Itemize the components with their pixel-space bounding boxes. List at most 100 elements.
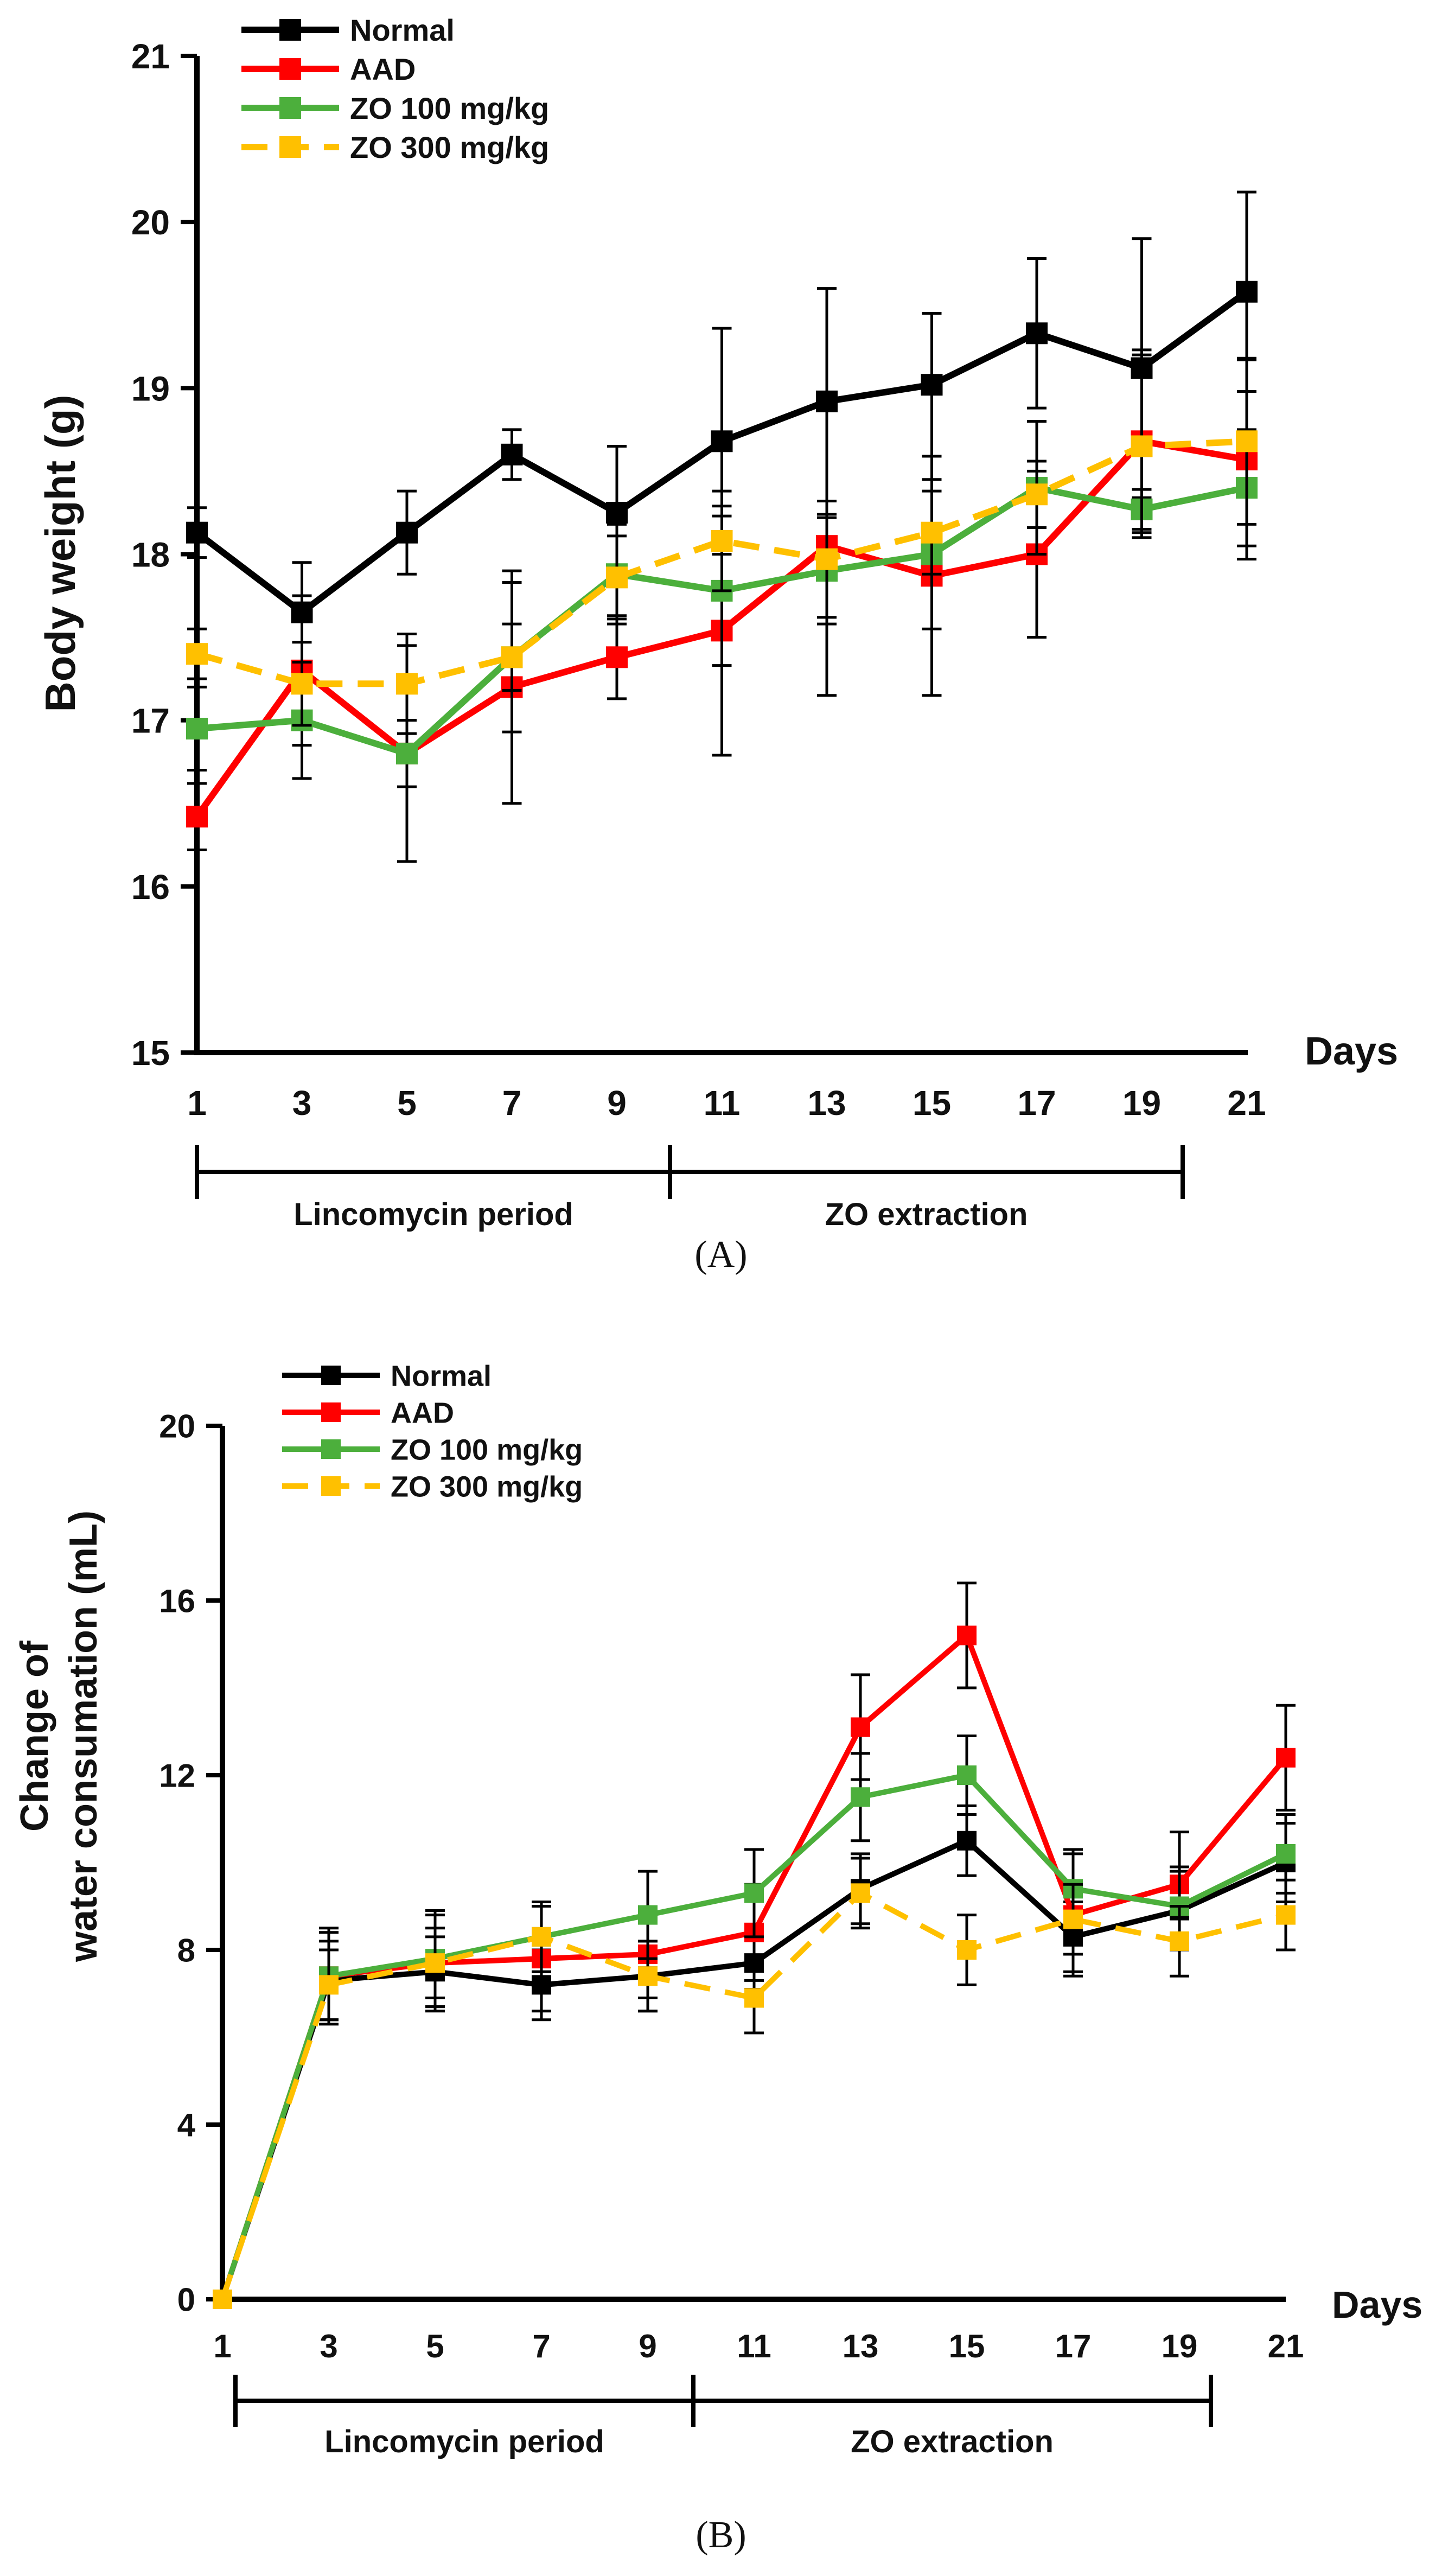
panel-b-period-label: Lincomycin period xyxy=(324,2424,604,2459)
panel-b-y-tick-label: 20 xyxy=(159,1408,195,1445)
panel-b-series-zo-300-mg-kg-point xyxy=(1276,1905,1296,1925)
panel-a-series-zo-300-mg-kg-point xyxy=(291,673,313,695)
panel-a-series-zo-300-mg-kg-point xyxy=(396,673,418,695)
panel-b-series-zo-300-mg-kg-point xyxy=(851,1883,870,1903)
panel-b-series-zo-100-mg-kg-point xyxy=(851,1787,870,1807)
panel-a-series-normal-point xyxy=(1236,280,1258,303)
panel-b-legend-zo-300-mg-kg-label: ZO 300 mg/kg xyxy=(391,1470,583,1503)
panel-a-y-tick-label: 15 xyxy=(131,1034,170,1073)
panel-a-x-tick-label: 17 xyxy=(1017,1083,1056,1123)
panel-b-series-zo-300-mg-kg-point xyxy=(638,1966,658,1986)
panel-a-series-zo-300-mg-kg-point xyxy=(816,548,838,570)
panel-b-series-zo-300-mg-kg-point xyxy=(532,1927,551,1947)
panel-b-series-zo-300-mg-kg-point xyxy=(1170,1931,1189,1951)
panel-a-series-zo-300-mg-kg-point xyxy=(1236,430,1258,452)
panel-b-series-aad-point xyxy=(1276,1748,1296,1768)
panel-b-x-tick-label: 1 xyxy=(213,2328,231,2364)
panel-b-x-tick-label: 17 xyxy=(1055,2328,1092,2364)
panel-a-legend-normal-label: Normal xyxy=(350,13,455,47)
panel-b-chart: Change of water consumation (mL) Days (B… xyxy=(13,1360,1422,2556)
panel-a-series-normal-point xyxy=(711,430,733,452)
panel-a-legend-zo-100-mg-kg-swatch-marker xyxy=(279,97,301,119)
panel-a-x-tick-label: 7 xyxy=(502,1083,522,1123)
panel-b-series-zo-300-mg-kg-point xyxy=(1063,1909,1083,1929)
panel-b-x-tick-label: 19 xyxy=(1162,2328,1198,2364)
panel-b-legend-zo-100-mg-kg-label: ZO 100 mg/kg xyxy=(391,1433,583,1466)
panel-a-series-aad-point xyxy=(606,646,628,668)
panel-a-legend-zo-300-mg-kg-label: ZO 300 mg/kg xyxy=(350,130,549,164)
panel-b-series-zo-100-mg-kg-point xyxy=(1276,1844,1296,1864)
panel-a-legend-zo-300-mg-kg-swatch-marker xyxy=(279,136,301,158)
panel-a-x-axis-title: Days xyxy=(1305,1030,1398,1073)
panel-a-series-zo-300-mg-kg-point xyxy=(921,521,943,544)
panel-b-legend-normal-label: Normal xyxy=(391,1360,492,1392)
panel-a-series-normal-point xyxy=(921,374,943,396)
panel-a-x-tick-label: 15 xyxy=(913,1083,951,1123)
panel-a-series-normal-point xyxy=(186,521,208,544)
panel-b-y-tick-label: 12 xyxy=(159,1758,195,1794)
panel-b-legend-aad-swatch-marker xyxy=(321,1402,341,1422)
panel-a-series-zo-100-mg-kg-point xyxy=(186,717,208,739)
panel-b-y-tick-label: 16 xyxy=(159,1583,195,1619)
panel-b-series-normal-point xyxy=(957,1831,977,1851)
panel-a-series-zo-300-mg-kg-point xyxy=(186,643,208,665)
panel-b-x-tick-label: 9 xyxy=(639,2328,656,2364)
panel-a-period-label: Lincomycin period xyxy=(293,1197,573,1232)
panel-a-series-zo-300-mg-kg-point xyxy=(1131,435,1153,457)
panel-b-series-zo-100-mg-kg-point xyxy=(957,1765,977,1785)
panel-a-series-zo-300-mg-kg-point xyxy=(711,530,733,552)
panel-a-y-tick-label: 20 xyxy=(131,203,170,242)
panel-b-series-zo-300-mg-kg-point xyxy=(213,2290,232,2309)
panel-a-x-tick-label: 5 xyxy=(397,1083,417,1123)
panel-b-x-tick-label: 13 xyxy=(843,2328,879,2364)
panel-a-series-zo-100-mg-kg-point xyxy=(396,742,418,764)
panel-b-label: (B) xyxy=(696,2514,746,2556)
panel-a-label: (A) xyxy=(694,1234,747,1276)
panel-a-period-label: ZO extraction xyxy=(825,1197,1028,1232)
panel-b-x-tick-label: 3 xyxy=(320,2328,337,2364)
panel-a-series-normal-point xyxy=(1026,322,1048,345)
panel-b-series-zo-300-mg-kg-point xyxy=(425,1953,445,1973)
panel-b-period-label: ZO extraction xyxy=(851,2424,1054,2459)
panel-a-series-zo-300-mg-kg-point xyxy=(501,646,523,668)
panel-a-y-tick-label: 18 xyxy=(131,535,170,575)
panel-b-series-zo-100-mg-kg-point xyxy=(638,1905,658,1925)
panel-a-series-zo-300-mg-kg-point xyxy=(606,566,628,589)
panel-a-y-tick-label: 21 xyxy=(131,37,170,76)
panel-b-legend-zo-300-mg-kg-swatch-marker xyxy=(321,1476,341,1496)
panel-b-x-tick-label: 5 xyxy=(426,2328,444,2364)
panel-a-series-aad-point xyxy=(186,806,208,828)
panel-a-legend-aad-swatch-marker xyxy=(279,58,301,80)
panel-b-series-zo-300-mg-kg-point xyxy=(319,1975,339,1995)
panel-a-y-axis-title: Body weight (g) xyxy=(36,395,84,712)
panel-a-series-normal-point xyxy=(396,521,418,544)
panel-b-y-tick-label: 4 xyxy=(177,2107,196,2144)
panel-b-x-tick-label: 11 xyxy=(737,2328,771,2364)
panel-b-series-zo-100-mg-kg-point xyxy=(744,1883,764,1903)
panel-a-legend-aad-label: AAD xyxy=(350,52,416,86)
panel-b-x-tick-label: 21 xyxy=(1268,2328,1304,2364)
panel-a-series-normal-point xyxy=(606,501,628,524)
panel-b-x-axis-title: Days xyxy=(1332,2284,1422,2326)
panel-a-legend-zo-100-mg-kg-label: ZO 100 mg/kg xyxy=(350,91,549,125)
panel-a-y-tick-label: 17 xyxy=(131,702,170,741)
panel-b-series-zo-300-mg-kg-point xyxy=(744,1988,764,2008)
panel-a-x-tick-label: 9 xyxy=(607,1083,627,1123)
panel-a-series-zo-300-mg-kg-line xyxy=(196,438,1247,687)
panel-b-x-tick-label: 7 xyxy=(532,2328,550,2364)
panel-b-y-tick-label: 0 xyxy=(177,2282,195,2318)
panel-b-legend-aad-label: AAD xyxy=(391,1397,454,1429)
panel-b-series-zo-300-mg-kg-point xyxy=(957,1940,977,1960)
panel-a-legend-normal-swatch-marker xyxy=(279,19,301,41)
panel-a-y-tick-label: 16 xyxy=(131,868,170,907)
panel-a-x-tick-label: 3 xyxy=(292,1083,312,1123)
panel-a-series-zo-300-mg-kg-point xyxy=(1026,483,1048,506)
panel-b-y-axis-title-line1: Change of xyxy=(13,1640,56,1832)
panel-b-legend-zo-100-mg-kg-swatch-marker xyxy=(321,1439,341,1459)
panel-a-x-tick-label: 13 xyxy=(807,1083,846,1123)
panel-a-x-tick-label: 11 xyxy=(704,1083,741,1123)
panel-b-series-aad-point xyxy=(851,1717,870,1737)
panel-a-x-tick-label: 19 xyxy=(1122,1083,1161,1123)
panel-a-series-normal-point xyxy=(501,443,523,466)
